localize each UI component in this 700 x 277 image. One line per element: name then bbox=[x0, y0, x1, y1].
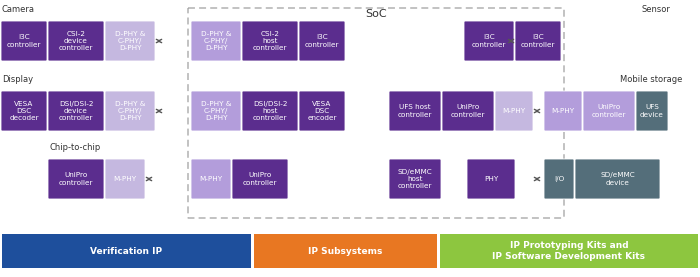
FancyBboxPatch shape bbox=[105, 159, 145, 199]
Text: UniPro
controller: UniPro controller bbox=[592, 104, 626, 118]
Text: IP Subsystems: IP Subsystems bbox=[308, 247, 383, 255]
Text: UniPro
controller: UniPro controller bbox=[59, 172, 93, 186]
Text: CSI-2
host
controller: CSI-2 host controller bbox=[253, 31, 287, 51]
Text: M-PHY: M-PHY bbox=[503, 108, 526, 114]
Text: I3C
controller: I3C controller bbox=[7, 34, 41, 48]
Text: CSI-2
device
controller: CSI-2 device controller bbox=[59, 31, 93, 51]
Text: DSI/DSI-2
host
controller: DSI/DSI-2 host controller bbox=[253, 101, 287, 121]
Text: Sensor: Sensor bbox=[642, 5, 671, 14]
Text: UFS
device: UFS device bbox=[640, 104, 664, 118]
Text: SoC: SoC bbox=[365, 9, 387, 19]
Text: I3C
controller: I3C controller bbox=[521, 34, 555, 48]
Text: VESA
DSC
decoder: VESA DSC decoder bbox=[9, 101, 38, 121]
FancyBboxPatch shape bbox=[440, 234, 698, 268]
FancyBboxPatch shape bbox=[105, 21, 155, 61]
Text: Verification IP: Verification IP bbox=[90, 247, 162, 255]
Text: Mobile storage: Mobile storage bbox=[620, 75, 682, 84]
FancyBboxPatch shape bbox=[254, 234, 437, 268]
FancyBboxPatch shape bbox=[105, 91, 155, 131]
FancyBboxPatch shape bbox=[48, 91, 104, 131]
FancyBboxPatch shape bbox=[191, 91, 241, 131]
Text: D-PHY &
C-PHY/
D-PHY: D-PHY & C-PHY/ D-PHY bbox=[115, 31, 146, 51]
FancyBboxPatch shape bbox=[232, 159, 288, 199]
FancyBboxPatch shape bbox=[299, 91, 345, 131]
FancyBboxPatch shape bbox=[583, 91, 635, 131]
Text: Chip-to-chip: Chip-to-chip bbox=[49, 143, 100, 152]
Text: PHY: PHY bbox=[484, 176, 498, 182]
Text: UniPro
controller: UniPro controller bbox=[451, 104, 485, 118]
FancyBboxPatch shape bbox=[467, 159, 515, 199]
Text: D-PHY &
C-PHY/
D-PHY: D-PHY & C-PHY/ D-PHY bbox=[115, 101, 146, 121]
Text: D-PHY &
C-PHY/
D-PHY: D-PHY & C-PHY/ D-PHY bbox=[201, 31, 231, 51]
FancyBboxPatch shape bbox=[1, 21, 47, 61]
FancyBboxPatch shape bbox=[2, 234, 251, 268]
FancyBboxPatch shape bbox=[1, 91, 47, 131]
Text: M-PHY: M-PHY bbox=[552, 108, 575, 114]
Text: UFS host
controller: UFS host controller bbox=[398, 104, 433, 118]
FancyBboxPatch shape bbox=[48, 159, 104, 199]
FancyBboxPatch shape bbox=[389, 159, 441, 199]
FancyBboxPatch shape bbox=[544, 91, 582, 131]
FancyBboxPatch shape bbox=[544, 159, 574, 199]
FancyBboxPatch shape bbox=[191, 21, 241, 61]
FancyBboxPatch shape bbox=[515, 21, 561, 61]
FancyBboxPatch shape bbox=[191, 159, 231, 199]
FancyBboxPatch shape bbox=[299, 21, 345, 61]
Text: VESA
DSC
encoder: VESA DSC encoder bbox=[307, 101, 337, 121]
Text: D-PHY &
C-PHY/
D-PHY: D-PHY & C-PHY/ D-PHY bbox=[201, 101, 231, 121]
FancyBboxPatch shape bbox=[242, 21, 298, 61]
Text: M-PHY: M-PHY bbox=[199, 176, 223, 182]
Text: SD/eMMC
host
controller: SD/eMMC host controller bbox=[398, 169, 433, 189]
Text: Camera: Camera bbox=[2, 5, 35, 14]
Text: I/O: I/O bbox=[554, 176, 564, 182]
Text: IP Prototyping Kits and
IP Software Development Kits: IP Prototyping Kits and IP Software Deve… bbox=[493, 241, 645, 261]
Text: M-PHY: M-PHY bbox=[113, 176, 136, 182]
FancyBboxPatch shape bbox=[636, 91, 668, 131]
Text: I3C
controller: I3C controller bbox=[472, 34, 506, 48]
FancyBboxPatch shape bbox=[389, 91, 441, 131]
Text: SD/eMMC
device: SD/eMMC device bbox=[600, 172, 635, 186]
Text: UniPro
controller: UniPro controller bbox=[243, 172, 277, 186]
FancyBboxPatch shape bbox=[575, 159, 660, 199]
FancyBboxPatch shape bbox=[242, 91, 298, 131]
Text: I3C
controller: I3C controller bbox=[304, 34, 340, 48]
FancyBboxPatch shape bbox=[442, 91, 494, 131]
FancyBboxPatch shape bbox=[48, 21, 104, 61]
Text: Display: Display bbox=[2, 75, 33, 84]
Text: DSI/DSI-2
device
controller: DSI/DSI-2 device controller bbox=[59, 101, 93, 121]
FancyBboxPatch shape bbox=[464, 21, 514, 61]
FancyBboxPatch shape bbox=[495, 91, 533, 131]
